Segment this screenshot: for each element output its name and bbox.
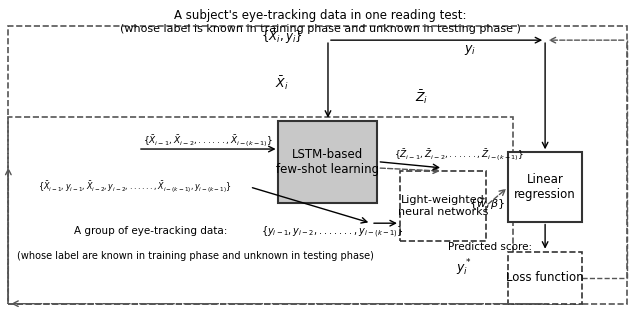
Text: Linear
regression: Linear regression	[514, 173, 576, 201]
Text: A subject's eye-tracking data in one reading test:: A subject's eye-tracking data in one rea…	[173, 9, 467, 22]
Text: $\{\bar{X}_{i-1}, \bar{X}_{i-2}, ......, \bar{X}_{i-(k-1)}\}$: $\{\bar{X}_{i-1}, \bar{X}_{i-2}, ......,…	[143, 133, 273, 149]
Text: A group of eye-tracking data:: A group of eye-tracking data:	[74, 226, 227, 236]
Bar	[400, 171, 486, 241]
Text: $\{y_{i-1}, y_{i-2}, ......., y_{i-(k-1)}\}$: $\{y_{i-1}, y_{i-2}, ......., y_{i-(k-1)…	[261, 225, 404, 240]
Bar	[8, 118, 513, 304]
Bar	[508, 252, 582, 304]
Text: Loss function: Loss function	[506, 271, 584, 284]
Text: $y_i$: $y_i$	[464, 42, 476, 57]
Text: $\{\bar{X}_{i-1}, y_{i-1}, \bar{X}_{i-2}, y_{i-2}, ......, \bar{X}_{i-(k-1)}, y_: $\{\bar{X}_{i-1}, y_{i-1}, \bar{X}_{i-2}…	[38, 179, 232, 195]
Text: $\{\bar{Z}_{i-1}, \bar{Z}_{i-2}, ......, \bar{Z}_{i-(k-1)}\}$: $\{\bar{Z}_{i-1}, \bar{Z}_{i-2}, ......,…	[394, 147, 524, 163]
Text: $\bar{Z}_i$: $\bar{Z}_i$	[415, 88, 429, 106]
Text: $\bar{X}_i$: $\bar{X}_i$	[275, 74, 289, 92]
Text: Light-weighted
neural networks: Light-weighted neural networks	[397, 195, 488, 217]
Text: $\{\bar{X}_i, y_i\}$: $\{\bar{X}_i, y_i\}$	[260, 28, 303, 46]
Text: Predicted score:: Predicted score:	[448, 242, 532, 252]
Text: $\{\vec{w}, \beta\}$: $\{\vec{w}, \beta\}$	[469, 197, 506, 212]
Bar	[8, 26, 627, 304]
Bar	[508, 152, 582, 222]
Text: LSTM-based
few-shot learning: LSTM-based few-shot learning	[276, 148, 380, 176]
Text: (whose label are known in training phase and unknown in testing phase): (whose label are known in training phase…	[17, 251, 374, 261]
Text: (whose label is known in training phase and unknown in testing phase ): (whose label is known in training phase …	[120, 24, 520, 34]
Text: $y_i^*$: $y_i^*$	[456, 257, 472, 277]
Bar	[278, 121, 378, 203]
